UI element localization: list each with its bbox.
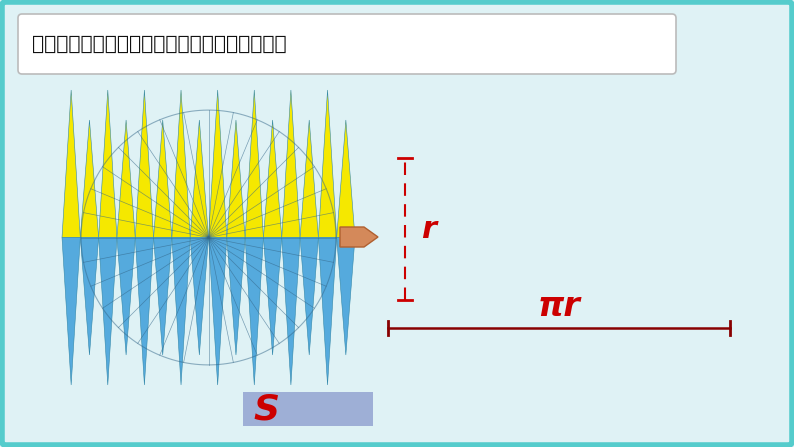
Polygon shape xyxy=(191,120,209,237)
Polygon shape xyxy=(227,237,245,355)
Polygon shape xyxy=(153,120,172,237)
Polygon shape xyxy=(135,90,153,237)
Polygon shape xyxy=(117,120,135,237)
Polygon shape xyxy=(245,90,264,237)
Polygon shape xyxy=(337,237,355,355)
Polygon shape xyxy=(300,120,318,237)
Polygon shape xyxy=(282,237,300,385)
Polygon shape xyxy=(264,237,282,355)
Polygon shape xyxy=(80,237,98,355)
Polygon shape xyxy=(209,90,227,237)
Polygon shape xyxy=(300,237,318,355)
Polygon shape xyxy=(245,237,264,385)
Polygon shape xyxy=(172,90,191,237)
Polygon shape xyxy=(62,237,80,385)
Polygon shape xyxy=(98,90,117,237)
Polygon shape xyxy=(209,237,227,385)
Polygon shape xyxy=(62,90,80,237)
Polygon shape xyxy=(153,237,172,355)
Polygon shape xyxy=(318,90,337,237)
FancyBboxPatch shape xyxy=(18,14,676,74)
Polygon shape xyxy=(318,237,337,385)
Text: 想一想：圆的面积计算公式是怎样推导出来的？: 想一想：圆的面积计算公式是怎样推导出来的？ xyxy=(32,34,287,54)
Bar xyxy=(243,392,373,426)
Polygon shape xyxy=(117,237,135,355)
FancyArrow shape xyxy=(340,227,378,247)
Polygon shape xyxy=(227,120,245,237)
Polygon shape xyxy=(191,237,209,355)
Polygon shape xyxy=(172,237,191,385)
Polygon shape xyxy=(337,120,355,237)
Polygon shape xyxy=(80,120,98,237)
Polygon shape xyxy=(98,237,117,385)
Polygon shape xyxy=(264,120,282,237)
Text: πr: πr xyxy=(538,290,580,323)
Polygon shape xyxy=(135,237,153,385)
Text: r: r xyxy=(421,215,436,244)
Polygon shape xyxy=(282,90,300,237)
Text: S: S xyxy=(253,392,279,426)
